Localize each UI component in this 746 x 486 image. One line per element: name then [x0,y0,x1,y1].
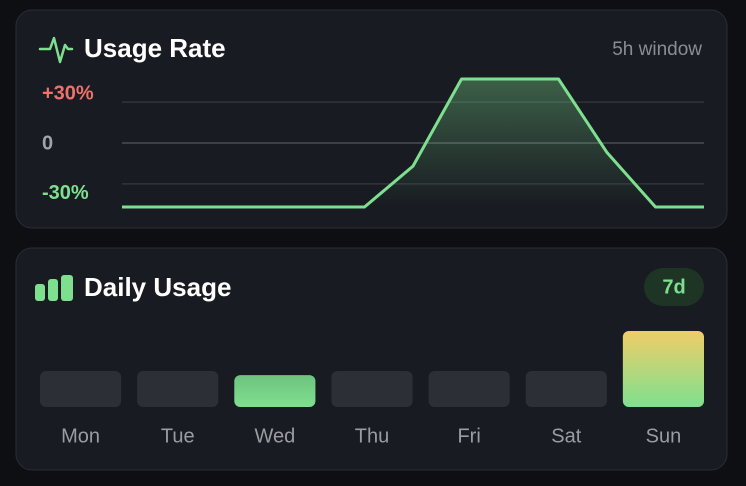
card-title: Daily Usage [84,272,231,302]
x-tick-label: Mon [61,425,100,447]
empty-slot [428,371,510,407]
x-tick-label: Thu [355,425,389,447]
bar [234,375,316,407]
y-tick-label: +30% [42,82,94,104]
empty-slot [137,371,219,407]
x-tick-label: Sat [551,425,581,447]
x-tick-label: Wed [254,425,295,447]
x-tick-label: Sun [646,425,682,447]
line [122,77,704,209]
empty-slot [40,371,122,407]
pulse-icon [38,36,74,64]
bar [622,331,704,407]
empty-slot [525,371,607,407]
bars-icon [35,275,73,301]
y-tick-label: 0 [42,132,53,154]
card [15,247,728,471]
window-label: 5h window [612,39,702,60]
area [122,79,704,207]
x-tick-label: Fri [457,425,480,447]
x-tick-label: Tue [161,425,195,447]
card-title: Usage Rate [84,33,226,63]
y-tick-label: -30% [42,182,89,204]
badge [644,268,704,306]
badge-label: 7d [662,276,685,298]
empty-slot [331,371,413,407]
